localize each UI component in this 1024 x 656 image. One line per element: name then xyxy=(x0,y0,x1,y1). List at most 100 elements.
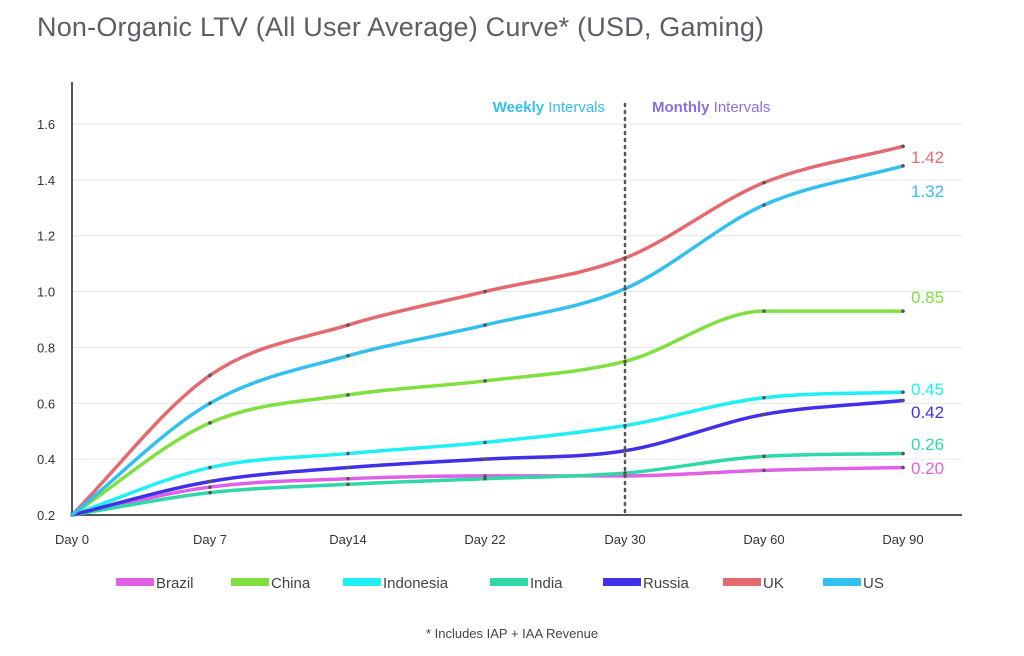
monthly-intervals-label: Monthly Intervals xyxy=(652,99,770,116)
monthly-intervals-label-rest: Intervals xyxy=(710,99,771,116)
end-labels: 0.20 0.85 0.45 0.26 0.42 1.42 1.32 xyxy=(911,148,944,478)
legend-swatch-russia xyxy=(603,578,641,586)
data-point-india xyxy=(901,451,905,456)
data-point-china xyxy=(346,393,350,397)
data-point-indonesia xyxy=(762,395,766,400)
x-tick-label: Day14 xyxy=(329,532,367,547)
data-point-brazil xyxy=(208,485,212,489)
data-point-russia xyxy=(346,465,350,470)
legend-label-india: India xyxy=(530,575,563,592)
legend-label-russia: Russia xyxy=(643,575,690,592)
legend-item-india: India xyxy=(490,575,563,592)
data-point-china xyxy=(483,379,487,383)
data-point-indonesia xyxy=(901,390,905,394)
y-tick-label: 1.0 xyxy=(37,285,55,300)
data-point-russia xyxy=(623,448,627,453)
series-uk xyxy=(70,144,905,517)
x-tick-label: Day 7 xyxy=(193,532,227,547)
legend: Brazil China Indonesia India Russia UK US xyxy=(116,575,884,592)
y-tick-label: 0.6 xyxy=(37,396,55,411)
weekly-intervals-label: Weekly Intervals xyxy=(493,99,605,116)
legend-item-china: China xyxy=(231,575,311,592)
x-tick-label: Day 90 xyxy=(882,532,923,547)
data-point-russia xyxy=(208,479,212,484)
legend-swatch-indonesia xyxy=(343,578,381,586)
end-label-brazil: 0.20 xyxy=(911,459,944,478)
data-point-russia xyxy=(762,412,766,417)
series-indonesia xyxy=(70,390,905,517)
chart-title: Non-Organic LTV (All User Average) Curve… xyxy=(37,12,765,42)
weekly-intervals-label-rest: Intervals xyxy=(544,99,605,116)
end-label-india: 0.26 xyxy=(911,435,944,454)
legend-swatch-china xyxy=(231,578,269,586)
legend-label-indonesia: Indonesia xyxy=(383,575,449,592)
legend-swatch-india xyxy=(490,578,528,586)
weekly-intervals-label-bold: Weekly xyxy=(493,99,545,116)
legend-item-us: US xyxy=(823,575,884,592)
data-point-uk xyxy=(762,180,766,185)
end-label-us: 1.32 xyxy=(911,182,944,201)
data-point-us xyxy=(901,164,905,168)
data-point-us xyxy=(623,286,627,291)
data-point-uk xyxy=(346,323,350,327)
series-line-us xyxy=(70,164,905,517)
data-point-brazil xyxy=(762,468,766,473)
legend-item-russia: Russia xyxy=(603,575,690,592)
legend-label-brazil: Brazil xyxy=(156,575,194,592)
data-point-indonesia xyxy=(483,440,487,445)
end-label-russia: 0.42 xyxy=(911,403,944,422)
data-point-india xyxy=(208,490,212,495)
data-point-india xyxy=(346,482,350,487)
series-russia xyxy=(70,398,905,517)
data-point-uk xyxy=(483,289,487,294)
series-lines xyxy=(70,144,905,517)
footnote: * Includes IAP + IAA Revenue xyxy=(425,626,599,641)
interval-annotations: Weekly Intervals Monthly Intervals xyxy=(493,99,770,517)
legend-swatch-us xyxy=(823,578,861,586)
monthly-intervals-label-bold: Monthly xyxy=(652,99,710,116)
x-tick-label: Day 0 xyxy=(55,532,89,547)
x-tick-label: Day 22 xyxy=(464,532,505,547)
y-tick-label: 0.8 xyxy=(37,340,55,355)
x-tick-label: Day 60 xyxy=(743,532,784,547)
data-point-india xyxy=(483,476,487,481)
data-point-indonesia xyxy=(346,451,350,456)
data-point-china xyxy=(901,309,905,313)
data-point-india xyxy=(762,454,766,459)
data-point-us xyxy=(762,203,766,207)
data-point-china xyxy=(208,421,212,425)
legend-label-china: China xyxy=(271,575,311,592)
y-tick-label: 1.6 xyxy=(37,117,55,132)
data-point-brazil xyxy=(483,474,487,478)
y-tick-label: 0.4 xyxy=(37,452,55,467)
legend-swatch-brazil xyxy=(116,578,154,586)
series-brazil xyxy=(70,465,905,517)
data-point-india xyxy=(623,471,627,475)
axes: 0.2 0.4 0.6 0.8 1.0 1.2 1.4 1.6 Day 0 Day 7 Day14 D… xyxy=(37,82,962,547)
legend-item-indonesia: Indonesia xyxy=(343,575,449,592)
data-point-russia xyxy=(901,398,905,403)
legend-item-uk: UK xyxy=(723,575,784,592)
series-line-brazil xyxy=(70,465,905,517)
legend-label-us: US xyxy=(863,575,884,592)
data-point-china xyxy=(623,359,627,364)
end-label-uk: 1.42 xyxy=(911,148,944,167)
x-tick-label: Day 30 xyxy=(604,532,645,547)
series-line-russia xyxy=(70,398,905,517)
grid-lines xyxy=(72,123,962,460)
series-india xyxy=(70,451,905,517)
data-point-us xyxy=(346,354,350,358)
data-point-uk xyxy=(623,256,627,260)
legend-label-uk: UK xyxy=(763,575,784,592)
end-label-china: 0.85 xyxy=(911,288,944,307)
series-us xyxy=(70,164,905,517)
end-label-indonesia: 0.45 xyxy=(911,380,944,399)
data-point-brazil xyxy=(901,465,905,470)
data-point-us xyxy=(483,323,487,327)
data-point-russia xyxy=(483,457,487,461)
series-china xyxy=(70,309,905,517)
y-tick-label: 0.2 xyxy=(37,508,55,523)
data-point-china xyxy=(762,309,766,313)
y-tick-label: 1.2 xyxy=(37,229,55,244)
